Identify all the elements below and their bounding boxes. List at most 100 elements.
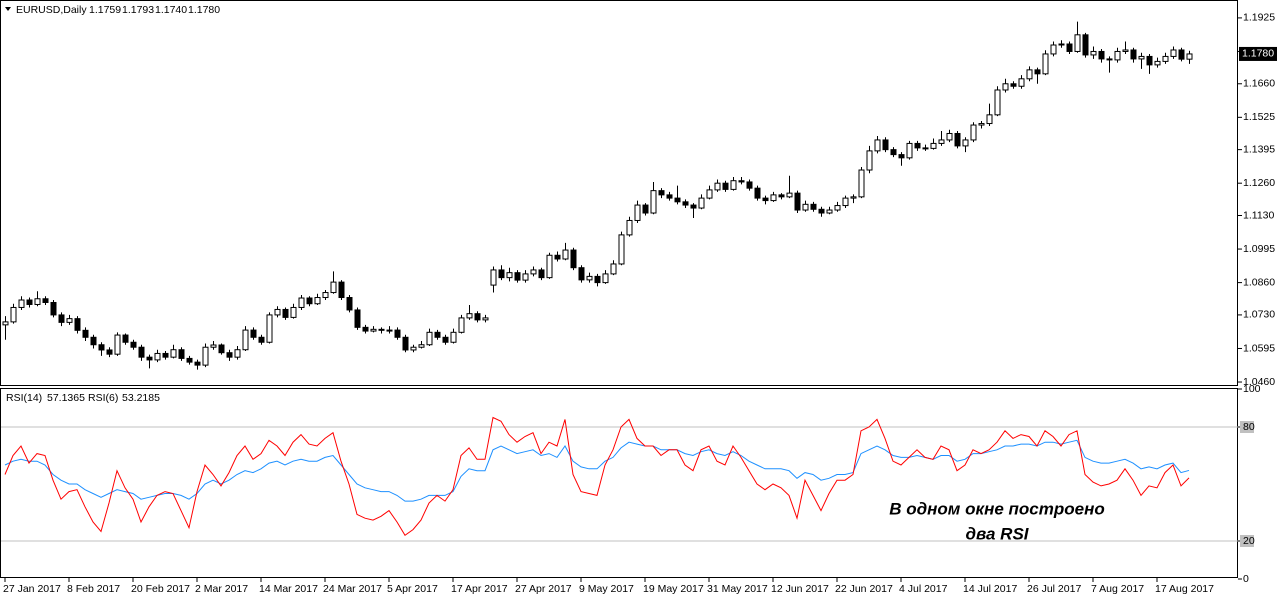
candle-body: [1018, 78, 1025, 87]
candle-body: [1106, 58, 1113, 61]
annotation: два RSI: [965, 524, 1029, 543]
candle-body: [1074, 34, 1081, 52]
candle-body: [1042, 53, 1049, 75]
candle-body: [1114, 50, 1121, 61]
candle-body: [538, 269, 545, 279]
y-tick-label: 1.1925: [1243, 12, 1275, 24]
candle-body: [426, 331, 433, 346]
candle-body: [474, 313, 481, 321]
candle-body: [546, 254, 553, 279]
candle-body: [202, 346, 209, 366]
candle-body: [810, 203, 817, 210]
candle-body: [706, 189, 713, 199]
candle-body: [1130, 49, 1137, 60]
rsi-line: [4, 416, 1190, 537]
candle-body: [738, 180, 745, 183]
candle-body: [66, 318, 73, 323]
candle-body: [138, 346, 145, 358]
annotation: В одном окне построено: [889, 499, 1105, 518]
candle-body: [2, 321, 9, 326]
candle-body: [146, 356, 153, 361]
x-tick-label: 14 Mar 2017: [259, 583, 318, 595]
candle-body: [618, 234, 625, 265]
candle-body: [762, 197, 769, 202]
candle-body: [946, 132, 953, 141]
candle-body: [434, 331, 441, 338]
y-tick-label: 0: [1243, 573, 1249, 585]
candle-body: [10, 306, 17, 323]
y-tick-label: 1.1260: [1243, 177, 1275, 189]
candle-body: [826, 209, 833, 214]
candle-body: [90, 336, 97, 346]
candle-body: [1066, 43, 1073, 52]
x-tick-label: 27 Jan 2017: [3, 583, 61, 595]
candle-body: [354, 309, 361, 328]
candle-body: [506, 272, 513, 279]
header-close: 1.1780: [188, 4, 220, 16]
candle-body: [226, 352, 233, 358]
x-tick-label: 19 May 2017: [643, 583, 704, 595]
header-open: 1.1759: [89, 4, 121, 16]
candle-body: [586, 275, 593, 281]
candle-body: [482, 317, 489, 321]
candle-body: [770, 194, 777, 202]
x-tick-label: 24 Mar 2017: [323, 583, 382, 595]
candle-body: [386, 329, 393, 332]
candle-body: [162, 352, 169, 358]
x-tick-label: 22 Jun 2017: [835, 583, 893, 595]
candle-body: [410, 346, 417, 351]
candle-body: [250, 329, 257, 338]
candle-body: [74, 318, 81, 331]
candle-body: [26, 299, 33, 305]
candle-body: [330, 281, 337, 294]
candle-body: [314, 297, 321, 305]
candle-body: [170, 349, 177, 358]
candle-body: [1186, 53, 1193, 60]
candle-body: [698, 197, 705, 209]
y-tick-label: 1.0730: [1243, 309, 1275, 321]
candle-body: [970, 124, 977, 141]
rsi-name: RSI(6): [88, 392, 118, 404]
candle-body: [594, 275, 601, 284]
x-tick-label: 5 Apr 2017: [387, 583, 438, 595]
candle-body: [954, 132, 961, 147]
candle-body: [298, 297, 305, 308]
y-tick-label: 80: [1243, 421, 1255, 433]
y-tick-label: 1.1525: [1243, 111, 1275, 123]
candle-body: [570, 249, 577, 269]
candle-body: [562, 249, 569, 260]
y-tick-label: 1.0860: [1243, 276, 1275, 288]
candle-body: [978, 123, 985, 126]
y-tick-label: 1.0460: [1243, 376, 1275, 388]
candle-body: [922, 147, 929, 150]
symbol-title: EURUSD,Daily: [16, 4, 87, 16]
menu-triangle: [5, 7, 11, 11]
candle-body: [642, 204, 649, 214]
candle-body: [306, 297, 313, 305]
candle-body: [378, 328, 385, 331]
candle-body: [154, 352, 161, 361]
candle-body: [674, 197, 681, 203]
candle-body: [402, 336, 409, 351]
candle-body: [466, 313, 473, 319]
candle-body: [490, 269, 497, 286]
candle-body: [370, 328, 377, 332]
candle-body: [746, 181, 753, 189]
candle-body: [266, 314, 273, 343]
candle-body: [834, 205, 841, 211]
candle-body: [626, 219, 633, 236]
candle-body: [578, 267, 585, 281]
x-tick-label: 27 Apr 2017: [515, 583, 572, 595]
candle-body: [282, 308, 289, 318]
price-panel: [0, 0, 1238, 386]
candle-body: [994, 89, 1001, 116]
header-low: 1.1740: [155, 4, 187, 16]
y-tick-label: 1.0995: [1243, 243, 1275, 255]
y-tick-label: 100: [1243, 383, 1261, 395]
candle-body: [50, 301, 57, 316]
candle-body: [1178, 49, 1185, 60]
candle-body: [1138, 55, 1145, 60]
candle-body: [778, 194, 785, 198]
candle-body: [338, 281, 345, 299]
